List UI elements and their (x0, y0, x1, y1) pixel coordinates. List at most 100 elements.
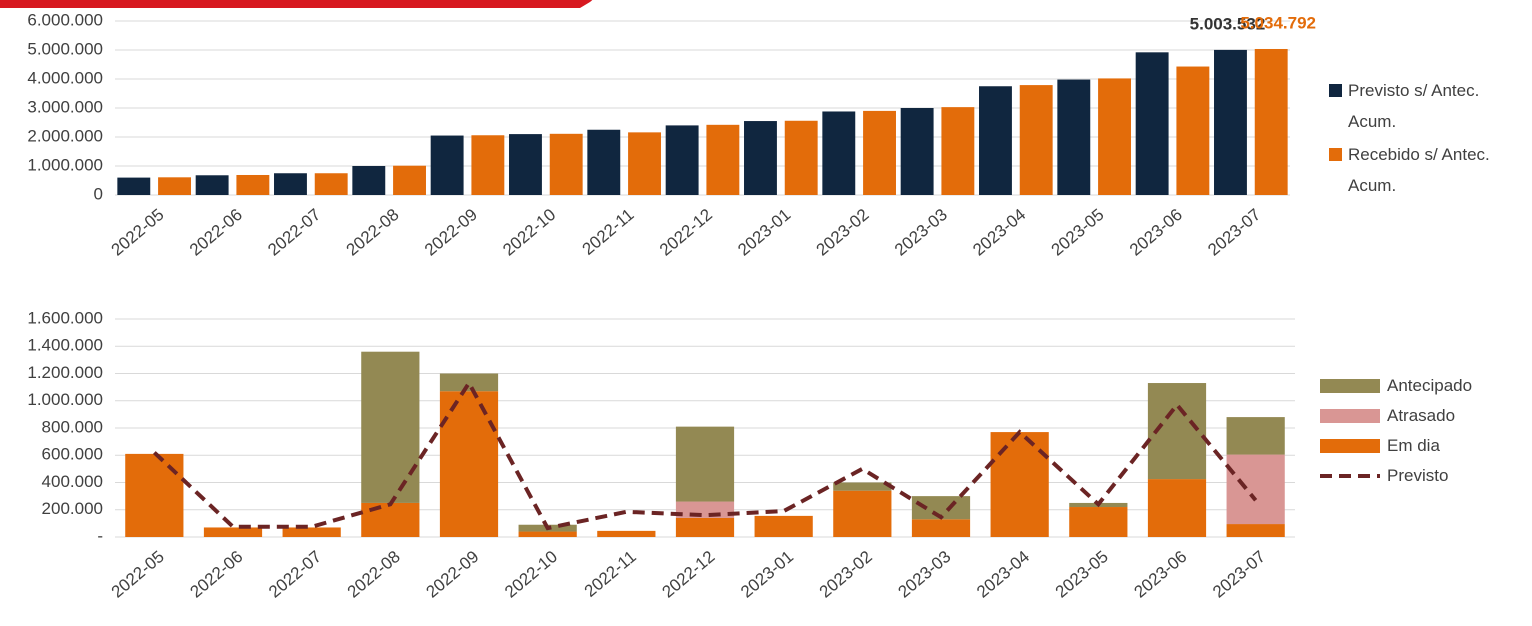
bar-segment (439, 391, 499, 537)
bar-segment (1069, 507, 1128, 537)
bar (1214, 49, 1247, 196)
bar-segment (361, 351, 420, 503)
x-tick-label: 2022-09 (421, 205, 481, 260)
x-tick-label: 2023-04 (969, 205, 1029, 260)
legend-label: Atrasado (1387, 406, 1456, 425)
y-tick-label: - (97, 526, 103, 545)
bar-segment (675, 517, 735, 537)
legend-swatch (1320, 439, 1380, 453)
bar (236, 174, 270, 195)
x-tick-label: 2022-10 (501, 547, 561, 602)
bar-segment (1226, 417, 1285, 455)
bar-segment (518, 531, 577, 537)
bar (158, 177, 191, 195)
bar-segment (990, 432, 1049, 537)
legend-swatch (1329, 148, 1342, 161)
bar-segment (1226, 454, 1285, 525)
bar-segment (125, 453, 184, 537)
bar (393, 165, 426, 195)
legend-label: Antecipado (1387, 376, 1473, 395)
x-tick-label: 2022-05 (108, 547, 168, 602)
x-tick-label: 2022-10 (499, 205, 559, 260)
bar (706, 124, 740, 195)
x-tick-label: 2023-06 (1130, 547, 1190, 602)
bar (195, 175, 229, 195)
bar (1254, 48, 1288, 196)
y-tick-label: 200.000 (42, 499, 103, 518)
bar (117, 177, 151, 195)
legend-label: Previsto s/ Antec. Acum. (1348, 81, 1480, 131)
x-tick-label: 2022-06 (186, 547, 246, 602)
bar-segment (597, 530, 656, 537)
bar (665, 125, 699, 195)
y-tick-label: 800.000 (42, 417, 103, 436)
bar (628, 132, 661, 195)
legend-label: Em dia (1387, 436, 1440, 455)
y-tick-label: 3.000.000 (27, 97, 103, 116)
y-tick-label: 1.000.000 (27, 155, 103, 174)
bar-segment (1147, 479, 1207, 537)
legend-label: Recebido s/ Antec. Acum. (1348, 145, 1490, 195)
bar-segment (675, 501, 735, 518)
y-tick-label: 1.000.000 (27, 390, 103, 409)
bar (1019, 85, 1053, 195)
bar (822, 111, 856, 195)
x-tick-label: 2023-02 (813, 205, 873, 260)
y-tick-label: 600.000 (42, 445, 103, 464)
bar (430, 135, 464, 195)
legend-swatch (1320, 409, 1380, 423)
x-tick-label: 2023-05 (1048, 205, 1108, 260)
bar (1176, 66, 1210, 195)
bar-segment (833, 482, 892, 491)
y-tick-label: 400.000 (42, 472, 103, 491)
x-tick-label: 2023-01 (734, 205, 794, 260)
bar (274, 173, 307, 195)
x-tick-label: 2022-08 (344, 547, 404, 602)
bar (1098, 78, 1131, 195)
x-tick-label: 2023-06 (1126, 205, 1186, 260)
bar (900, 108, 934, 195)
bar-segment (911, 519, 971, 537)
y-tick-label: 4.000.000 (27, 68, 103, 87)
x-tick-label: 2022-06 (186, 205, 246, 260)
bar (352, 166, 386, 195)
bar-segment (439, 373, 499, 392)
bar-segment (833, 490, 892, 537)
bar (784, 120, 818, 195)
y-tick-label: 1.600.000 (27, 308, 103, 327)
y-tick-label: 1.200.000 (27, 363, 103, 382)
line (152, 379, 1258, 531)
x-tick-label: 2023-05 (1052, 547, 1112, 602)
bar (863, 110, 896, 195)
x-tick-label: 2022-07 (264, 205, 324, 260)
x-tick-label: 2023-07 (1204, 205, 1264, 260)
y-tick-label: 5.000.000 (27, 39, 103, 58)
bar (1135, 52, 1169, 195)
x-tick-label: 2023-03 (891, 205, 951, 260)
value-label: 5.034.792 (1240, 13, 1316, 32)
x-tick-label: 2022-07 (265, 547, 325, 602)
x-tick-label: 2022-08 (343, 205, 403, 260)
legend-swatch (1320, 379, 1380, 393)
bar (549, 133, 583, 195)
bar (744, 121, 777, 195)
x-tick-label: 2022-12 (658, 547, 718, 602)
bar (979, 86, 1012, 195)
x-tick-label: 2023-04 (973, 547, 1033, 602)
y-tick-label: 2.000.000 (27, 126, 103, 145)
value-label: 5.003.532 (1190, 14, 1266, 33)
y-tick-label: 1.400.000 (27, 336, 103, 355)
bar (314, 173, 348, 195)
bar-segment (675, 426, 735, 502)
bar (941, 107, 975, 195)
x-tick-label: 2022-11 (579, 205, 638, 259)
bar (1057, 79, 1091, 195)
x-tick-label: 2022-09 (422, 547, 482, 602)
bar-segment (203, 527, 263, 537)
bar (509, 134, 542, 195)
legend-swatch (1329, 84, 1342, 97)
x-tick-label: 2022-12 (656, 205, 716, 260)
x-tick-label: 2023-02 (816, 547, 876, 602)
bar-segment (754, 515, 813, 537)
